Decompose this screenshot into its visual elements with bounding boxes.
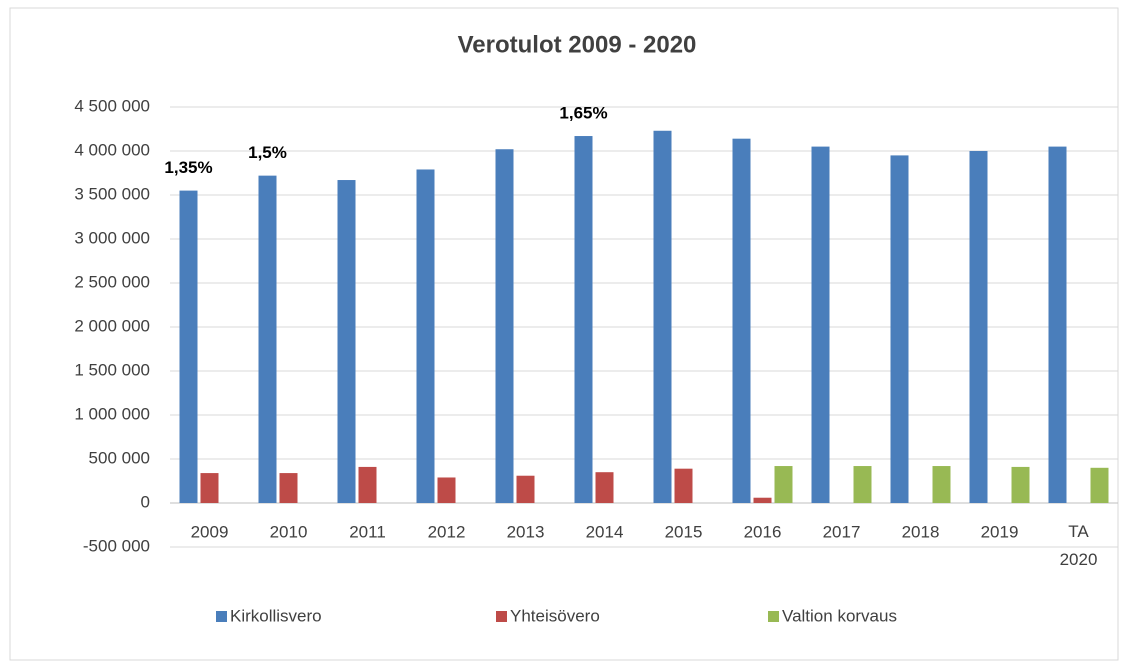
bar	[574, 136, 593, 504]
data-label: 1,5%	[248, 143, 287, 162]
bar	[416, 169, 435, 504]
legend-swatch	[216, 611, 227, 622]
bar	[653, 130, 672, 503]
bar	[337, 180, 356, 504]
bar	[1048, 146, 1067, 503]
bar	[495, 149, 514, 504]
bar	[732, 138, 751, 503]
data-label: 1,35%	[164, 158, 212, 177]
x-tick-label: 2012	[428, 522, 466, 541]
x-tick-label: TA 2020	[1060, 522, 1098, 569]
y-tick-label: 1 000 000	[74, 404, 150, 423]
chart-title: Verotulot 2009 - 2020	[458, 31, 697, 58]
bar	[516, 475, 535, 503]
bar	[595, 472, 614, 503]
x-tick-label: 2011	[349, 522, 386, 541]
bar	[753, 497, 772, 503]
bar	[1090, 467, 1109, 503]
x-tick-label: 2016	[744, 522, 782, 541]
x-tick-label: 2018	[902, 522, 940, 541]
bar	[358, 466, 377, 503]
y-tick-label: 3 500 000	[74, 184, 150, 203]
x-tick-label: 2013	[507, 522, 545, 541]
y-tick-label: 2 000 000	[74, 316, 150, 335]
x-tick-label: 2019	[981, 522, 1019, 541]
bar	[932, 466, 951, 503]
x-tick-label: 2015	[665, 522, 703, 541]
y-tick-label: 2 500 000	[74, 272, 150, 291]
y-tick-label: 4 000 000	[74, 140, 150, 159]
legend-label: Valtion korvaus	[782, 606, 897, 625]
bar	[1011, 466, 1030, 503]
bar	[200, 473, 219, 503]
bar	[890, 155, 909, 503]
y-tick-label: -500 000	[83, 536, 150, 555]
bar	[674, 468, 693, 503]
bar	[811, 146, 830, 503]
bar	[969, 151, 988, 503]
bar	[258, 175, 277, 503]
legend-swatch	[496, 611, 507, 622]
bar	[853, 466, 872, 503]
x-tick-label: 2017	[823, 522, 861, 541]
y-tick-label: 1 500 000	[74, 360, 150, 379]
bar	[279, 473, 298, 503]
legend-label: Kirkollisvero	[230, 606, 322, 625]
bar	[179, 190, 198, 503]
x-tick-label: 2014	[586, 522, 624, 541]
y-tick-label: 0	[141, 492, 150, 511]
y-tick-label: 3 000 000	[74, 228, 150, 247]
legend-label: Yhteisövero	[510, 606, 600, 625]
data-label: 1,65%	[559, 104, 607, 123]
legend-swatch	[768, 611, 779, 622]
y-tick-label: 4 500 000	[74, 96, 150, 115]
x-tick-label: 2010	[270, 522, 308, 541]
x-tick-label: 2009	[191, 522, 229, 541]
bar	[774, 466, 793, 503]
y-tick-label: 500 000	[89, 448, 150, 467]
bar	[437, 477, 456, 503]
